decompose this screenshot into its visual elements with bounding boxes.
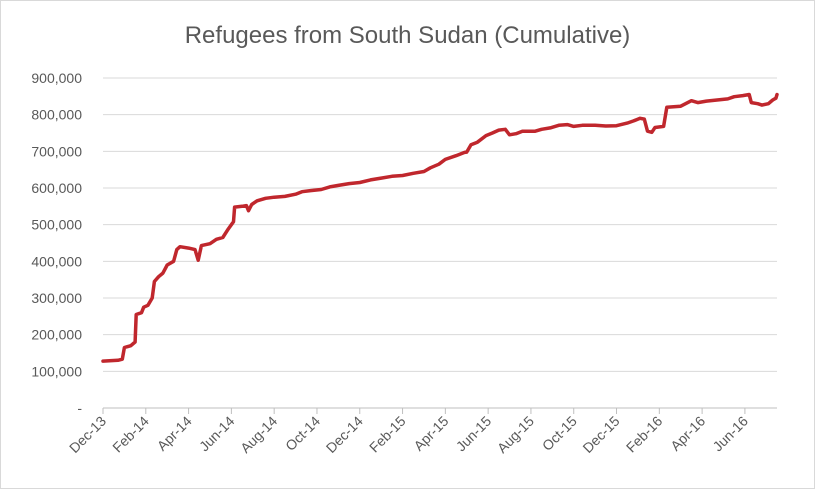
y-tick-label: 800,000 [31, 107, 82, 123]
chart-title: Refugees from South Sudan (Cumulative) [184, 22, 631, 49]
x-tick-label: Jun-15 [453, 413, 495, 455]
x-tick-label: Apr-14 [154, 413, 195, 454]
y-tick-label: 700,000 [31, 143, 82, 159]
x-tick-label: Feb-15 [366, 413, 409, 456]
y-tick-label: 500,000 [31, 217, 82, 233]
y-tick-label: 100,000 [31, 363, 82, 379]
x-tick-label: Oct-15 [539, 413, 580, 454]
y-tick-label: - [77, 400, 82, 416]
x-tick-label: Feb-16 [623, 413, 666, 456]
x-tick-label: Feb-14 [109, 413, 152, 456]
gridlines [103, 77, 777, 372]
series-line [101, 92, 779, 363]
x-tick-label: Apr-15 [410, 413, 451, 454]
y-tick-label: 600,000 [31, 180, 82, 196]
series-layer [101, 92, 779, 363]
x-tick-label: Jun-16 [709, 413, 751, 455]
y-axis: - 100,000 200,000 300,000 400,000 500,000 600,… [31, 70, 82, 416]
x-tick-label: Dec-15 [579, 413, 622, 456]
x-axis: Dec-13 Feb-14 Apr-14 Jun-14 Aug-14 Oct-14 Dec-… [66, 407, 777, 456]
y-tick-label: 300,000 [31, 290, 82, 306]
x-tick-label: Aug-14 [237, 413, 280, 456]
y-tick-label: 900,000 [31, 70, 82, 86]
x-tick-label: Apr-16 [667, 413, 708, 454]
y-tick-label: 200,000 [31, 327, 82, 343]
x-tick-label: Oct-14 [282, 413, 323, 454]
x-tick-label: Jun-14 [196, 413, 238, 455]
y-tick-label: 400,000 [31, 253, 82, 269]
x-tick-label: Dec-13 [66, 413, 109, 456]
x-tick-label: Aug-15 [494, 413, 537, 456]
x-tick-label: Dec-14 [323, 413, 366, 456]
